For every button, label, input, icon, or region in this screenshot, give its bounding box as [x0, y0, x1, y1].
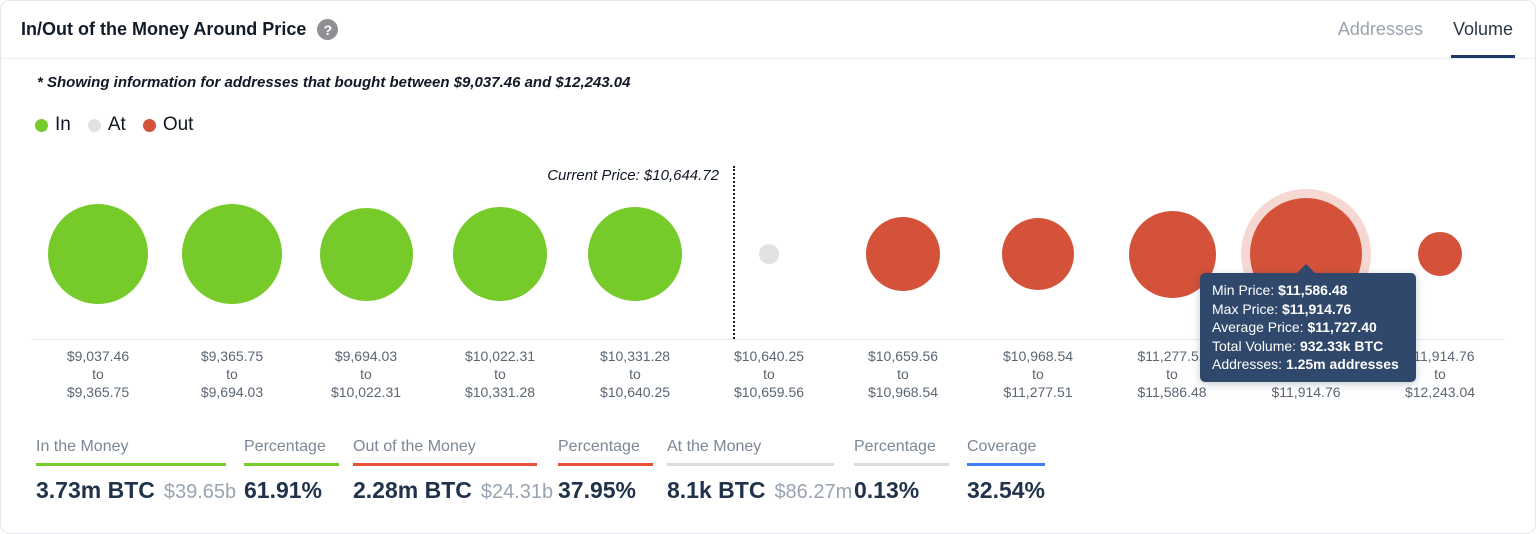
bubble-in-2[interactable]: [319, 207, 413, 301]
current-price-label: Current Price: $10,644.72: [547, 167, 719, 184]
stat-percentage-5: Percentage 0.13%: [854, 438, 949, 504]
x-axis-label-10: $11,914.76 to $12,243.04: [1404, 348, 1476, 400]
bubble-at-5[interactable]: [759, 244, 779, 264]
help-icon[interactable]: ?: [317, 19, 339, 40]
stat-values: 0.13%: [854, 477, 949, 504]
stat-value: 0.13%: [854, 477, 920, 503]
tooltip: Min Price: $11,586.48 Max Price: $11,914.…: [1200, 264, 1416, 382]
bubble-out-6[interactable]: [866, 217, 940, 291]
stat-label: Out of the Money: [353, 438, 537, 466]
tab-volume[interactable]: Volume: [1450, 1, 1516, 58]
legend-label: In: [55, 114, 71, 135]
x-axis-label-5: $10,640.25 to $10,659.56: [733, 348, 805, 400]
stat-percentage-1: Percentage 61.91%: [244, 438, 339, 504]
legend-item-in[interactable]: In: [35, 114, 71, 136]
current-price-dotted-line: [733, 166, 735, 339]
bubble-in-3[interactable]: [453, 207, 547, 301]
stat-value: 8.1k BTC: [667, 477, 766, 503]
stat-value: 2.28m BTC: [353, 477, 472, 503]
bubble-out-10[interactable]: [1418, 232, 1462, 276]
x-axis-label-0: $9,037.46 to $9,365.75: [66, 348, 130, 400]
x-axis-label-7: $10,968.54 to $11,277.51: [1002, 348, 1074, 400]
stat-values: 37.95%: [558, 477, 653, 504]
x-axis-label-8: $11,277.51 to $11,586.48: [1137, 348, 1207, 400]
legend: In At Out: [35, 114, 193, 136]
bubble-out-7[interactable]: [1002, 218, 1074, 290]
tooltip-row: Max Price: $11,914.76: [1212, 300, 1352, 317]
legend-item-at[interactable]: At: [87, 114, 126, 136]
bubble-in-0[interactable]: [48, 204, 148, 304]
stat-label: Percentage: [244, 438, 339, 466]
x-axis-label-4: $10,331.28 to $10,640.25: [599, 348, 671, 400]
stat-sub-value: $24.31b: [480, 481, 554, 503]
tooltip-row: Addresses: 1.25m addresses: [1212, 356, 1399, 372]
stat-label: In the Money: [36, 438, 226, 466]
stat-at-the-money-4: At the Money 8.1k BTC $86.27m: [667, 438, 852, 504]
stat-value: 37.95%: [558, 477, 637, 503]
x-axis-line: [31, 339, 1505, 340]
stat-out-of-the-money-2: Out of the Money 2.28m BTC $24.31b: [353, 438, 553, 504]
stat-values: 3.73m BTC $39.65b: [36, 477, 236, 504]
stat-value: 61.91%: [244, 477, 323, 503]
x-axis-label-2: $9,694.03 to $10,022.31: [330, 348, 402, 400]
stat-label: Percentage: [854, 438, 949, 466]
legend-dot-in-icon: [35, 118, 48, 132]
bubble-in-4[interactable]: [588, 207, 682, 301]
title-wrap: In/Out of the Money Around Price ?: [21, 1, 339, 58]
stat-label: Coverage: [967, 438, 1045, 466]
stat-values: 61.91%: [244, 477, 339, 504]
stat-label: At the Money: [667, 438, 834, 466]
stat-values: 32.54%: [967, 477, 1045, 504]
tooltip-row: Total Volume: 932.33k BTC: [1212, 337, 1384, 354]
stat-coverage-6: Coverage 32.54%: [967, 438, 1045, 504]
range-disclaimer: * Showing information for addresses that…: [37, 74, 631, 91]
x-axis-label-3: $10,022.31 to $10,331.28: [464, 348, 536, 400]
legend-item-out[interactable]: Out: [142, 114, 194, 136]
x-axis-label-6: $10,659.56 to $10,968.54: [867, 348, 939, 400]
stat-in-the-money-0: In the Money 3.73m BTC $39.65b: [36, 438, 236, 504]
stat-value: 3.73m BTC: [36, 477, 155, 503]
legend-label: Out: [162, 114, 194, 135]
stat-values: 8.1k BTC $86.27m: [667, 477, 852, 504]
bubble-in-1[interactable]: [182, 204, 282, 304]
legend-dot-out-icon: [142, 118, 156, 132]
stat-percentage-3: Percentage 37.95%: [558, 438, 653, 504]
stat-value: 32.54%: [967, 477, 1046, 503]
legend-label: At: [107, 114, 126, 135]
view-tabs: Addresses Volume: [1337, 1, 1516, 58]
legend-dot-at-icon: [87, 118, 101, 132]
tooltip-row: Min Price: $11,586.48: [1212, 282, 1348, 298]
tooltip-row: Average Price: $11,727.40: [1212, 319, 1377, 335]
page-title: In/Out of the Money Around Price: [21, 19, 307, 39]
stat-sub-value: $39.65b: [163, 481, 237, 503]
stat-sub-value: $86.27m: [774, 481, 853, 503]
tab-addresses[interactable]: Addresses: [1337, 19, 1423, 39]
widget-header: In/Out of the Money Around Price ? Addre…: [1, 1, 1535, 59]
x-axis-label-1: $9,365.75 to $9,694.03: [200, 348, 264, 400]
stat-label: Percentage: [558, 438, 653, 466]
stat-values: 2.28m BTC $24.31b: [353, 477, 553, 504]
